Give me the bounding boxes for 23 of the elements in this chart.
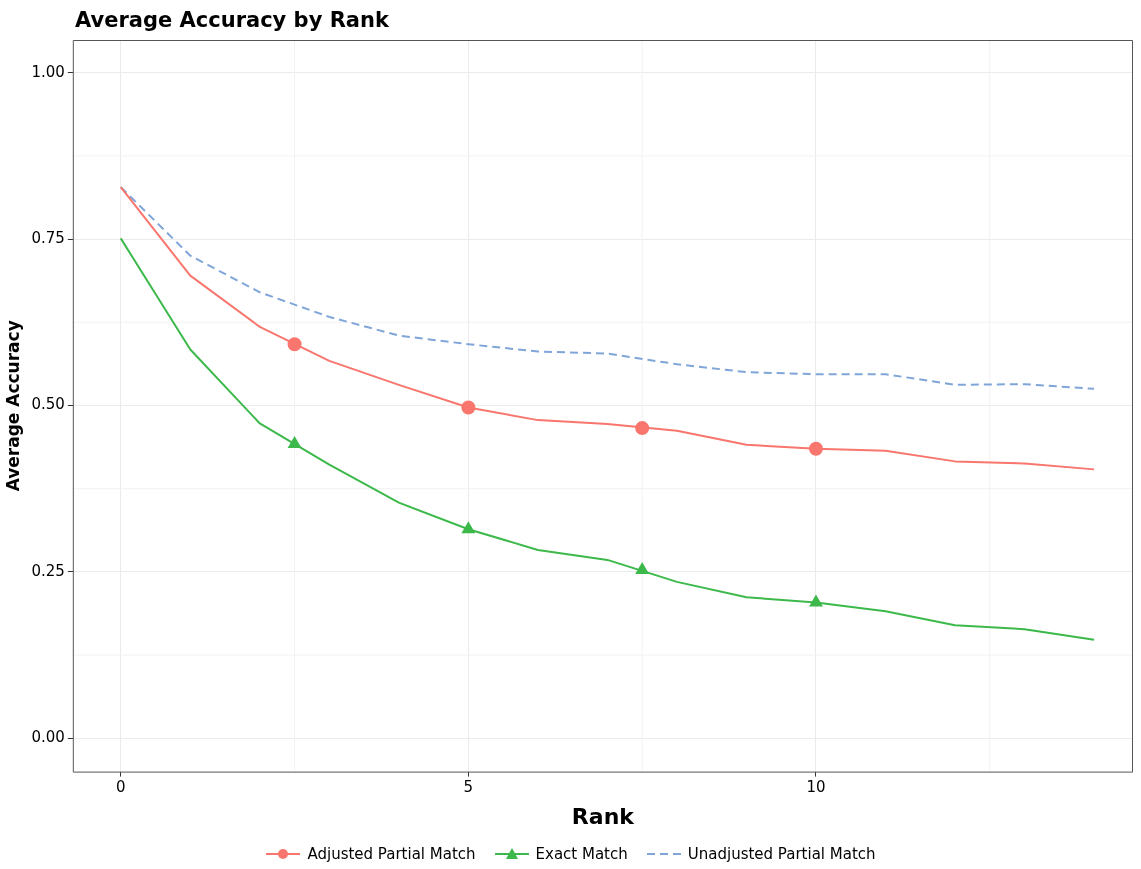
point [808, 441, 823, 456]
y-tick-label: 0.00 [31, 728, 65, 747]
chart-title: Average Accuracy by Rank [75, 8, 389, 32]
point [462, 522, 475, 534]
point [809, 595, 823, 607]
point [287, 337, 302, 352]
legend-label: Unadjusted Partial Match [687, 845, 876, 863]
y-tick-label: 0.75 [31, 228, 65, 247]
line-series [119, 186, 1096, 390]
point [288, 437, 301, 449]
x-tick-label: 10 [806, 778, 826, 797]
y-tick-label: 0.50 [31, 395, 65, 414]
y-tick-label: 1.00 [31, 62, 65, 81]
x-tick-label: 5 [463, 778, 474, 797]
y-tick-label: 0.25 [31, 561, 65, 580]
x-tick-label: 0 [115, 778, 126, 797]
legend-label: Exact Match [535, 845, 628, 863]
legend-label: Adjusted Partial Match [307, 845, 476, 863]
x-axis-title: Rank [571, 803, 636, 829]
point [635, 562, 649, 574]
y-axis-title: Average Accuracy [2, 320, 23, 492]
point [461, 400, 476, 415]
point [635, 421, 650, 436]
